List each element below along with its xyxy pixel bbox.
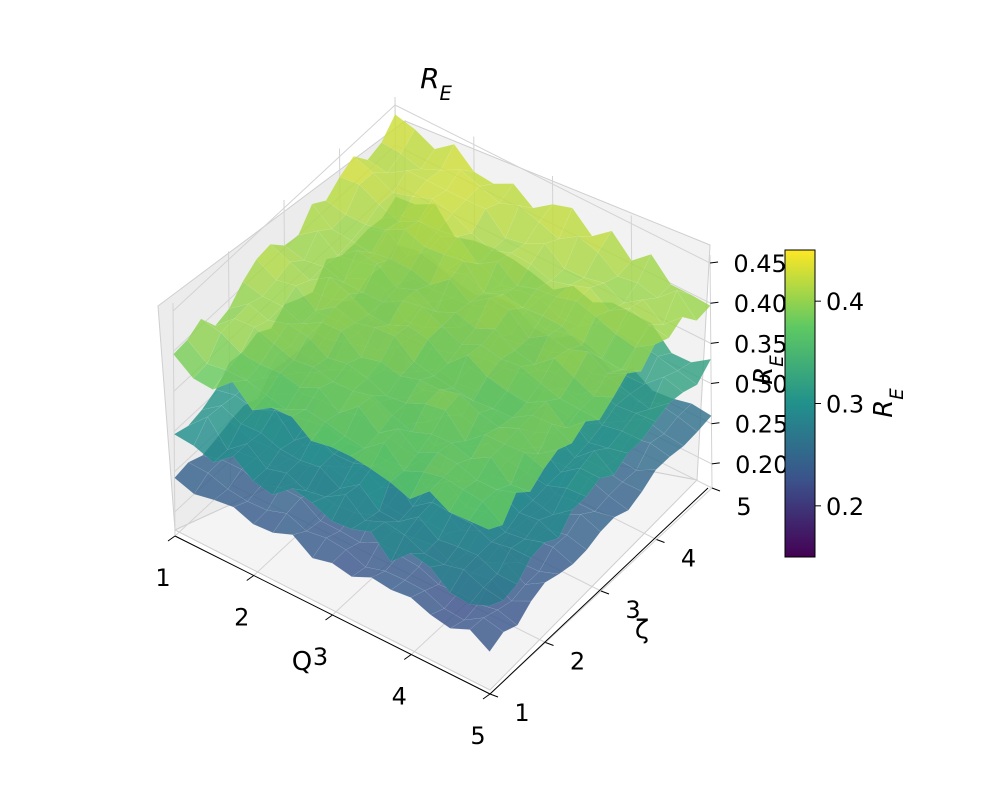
y-tick-label: 5 — [736, 493, 751, 521]
y-ticks: 1 2 3 4 5 — [489, 487, 752, 727]
z-tick-mark — [710, 301, 719, 304]
z-tick-mark — [711, 462, 720, 465]
surface-2-patch — [538, 509, 573, 539]
colorbar-label: RE — [869, 388, 908, 418]
surface-1-patch — [594, 495, 629, 518]
surface-2-patch — [607, 430, 643, 454]
y-axis-label: ζ — [635, 615, 649, 645]
surface-3-patch — [662, 289, 698, 326]
y-tick-label: 1 — [514, 699, 529, 727]
surface-2-patch — [469, 587, 504, 607]
y-tick-label: 2 — [570, 648, 585, 676]
surface-1-patch — [649, 433, 685, 458]
x-tick-label: 2 — [234, 604, 249, 632]
grid-line — [172, 302, 176, 537]
colorbar-tick-label: 0.4 — [826, 288, 864, 316]
surface-3-patch — [468, 501, 503, 530]
z-tick-mark — [710, 341, 719, 344]
surface-1-patch — [677, 403, 712, 432]
x-tick-label: 5 — [470, 722, 485, 750]
x-tick-mark — [246, 575, 255, 581]
x-tick-label: 1 — [155, 564, 170, 592]
y-tick-mark — [600, 590, 610, 595]
x-tick-mark — [167, 535, 176, 542]
x-ticks: 1 2 3 4 5 — [155, 535, 491, 750]
surface-3-patch — [676, 290, 711, 322]
y-axis-line — [489, 487, 709, 695]
surface-3-patch — [593, 373, 628, 398]
surface-1-patch — [663, 416, 698, 447]
y-tick-label: 4 — [681, 545, 696, 573]
colorbar — [784, 249, 816, 558]
surface-1-patch — [469, 617, 504, 652]
surface-3-patch — [579, 396, 614, 421]
x-tick-mark — [325, 614, 333, 621]
colorbar-ticks: 0.2 0.3 0.4 — [815, 288, 864, 521]
z-tick-mark — [711, 382, 720, 385]
surface-2-patch — [663, 370, 698, 393]
x-tick-label: 4 — [392, 683, 407, 711]
surface-1-patch — [608, 481, 643, 511]
z-tick-label: 0.25 — [735, 411, 788, 439]
x-tick-mark — [403, 654, 412, 660]
z-tick-label: 0.20 — [735, 451, 788, 479]
y-tick-mark — [489, 693, 499, 698]
surface-1-patch — [511, 582, 546, 602]
z-tick-label: 0.40 — [734, 290, 787, 318]
surface-3-patch — [523, 449, 559, 470]
z-tick-mark — [711, 422, 720, 425]
y-tick-label: 3 — [625, 596, 640, 624]
surface-2-patch — [593, 447, 629, 476]
surface-3-patch — [551, 420, 587, 444]
surface-1-patch — [552, 534, 588, 565]
surface-1-patch — [566, 513, 601, 551]
y-tick-mark — [711, 487, 721, 492]
y-tick-mark — [656, 539, 665, 543]
x-tick-label: 3 — [313, 643, 328, 671]
surface-2-patch — [579, 450, 615, 479]
y-tick-mark — [545, 642, 554, 646]
surface-1-patch — [635, 442, 671, 471]
x-tick-mark — [482, 693, 491, 700]
surfaces-group — [173, 114, 712, 652]
surface-3-patch — [537, 423, 573, 455]
grid-line — [709, 254, 713, 489]
colorbar-tick-label: 0.2 — [826, 493, 864, 521]
z-ticks: 0.20 0.25 0.30 0.35 0.40 0.45 — [710, 250, 789, 479]
surface-2-patch — [621, 412, 656, 441]
surface-2-patch — [524, 519, 560, 543]
chart-title: RE — [420, 62, 452, 105]
x-axis-label: Q — [292, 647, 312, 677]
surface-2-patch — [496, 547, 532, 585]
surface-3-patch — [565, 409, 601, 429]
z-tick-label: 0.45 — [733, 250, 786, 278]
colorbar-tick-label: 0.3 — [826, 391, 864, 419]
grid-line — [172, 104, 711, 312]
z-tick-label: 0.35 — [734, 330, 787, 358]
z-tick-mark — [710, 261, 719, 264]
surface-2-patch — [635, 402, 670, 422]
z-axis-label: RE — [749, 355, 788, 385]
z-tick-label: 0.30 — [734, 371, 787, 399]
surface-3-patch — [648, 316, 684, 339]
